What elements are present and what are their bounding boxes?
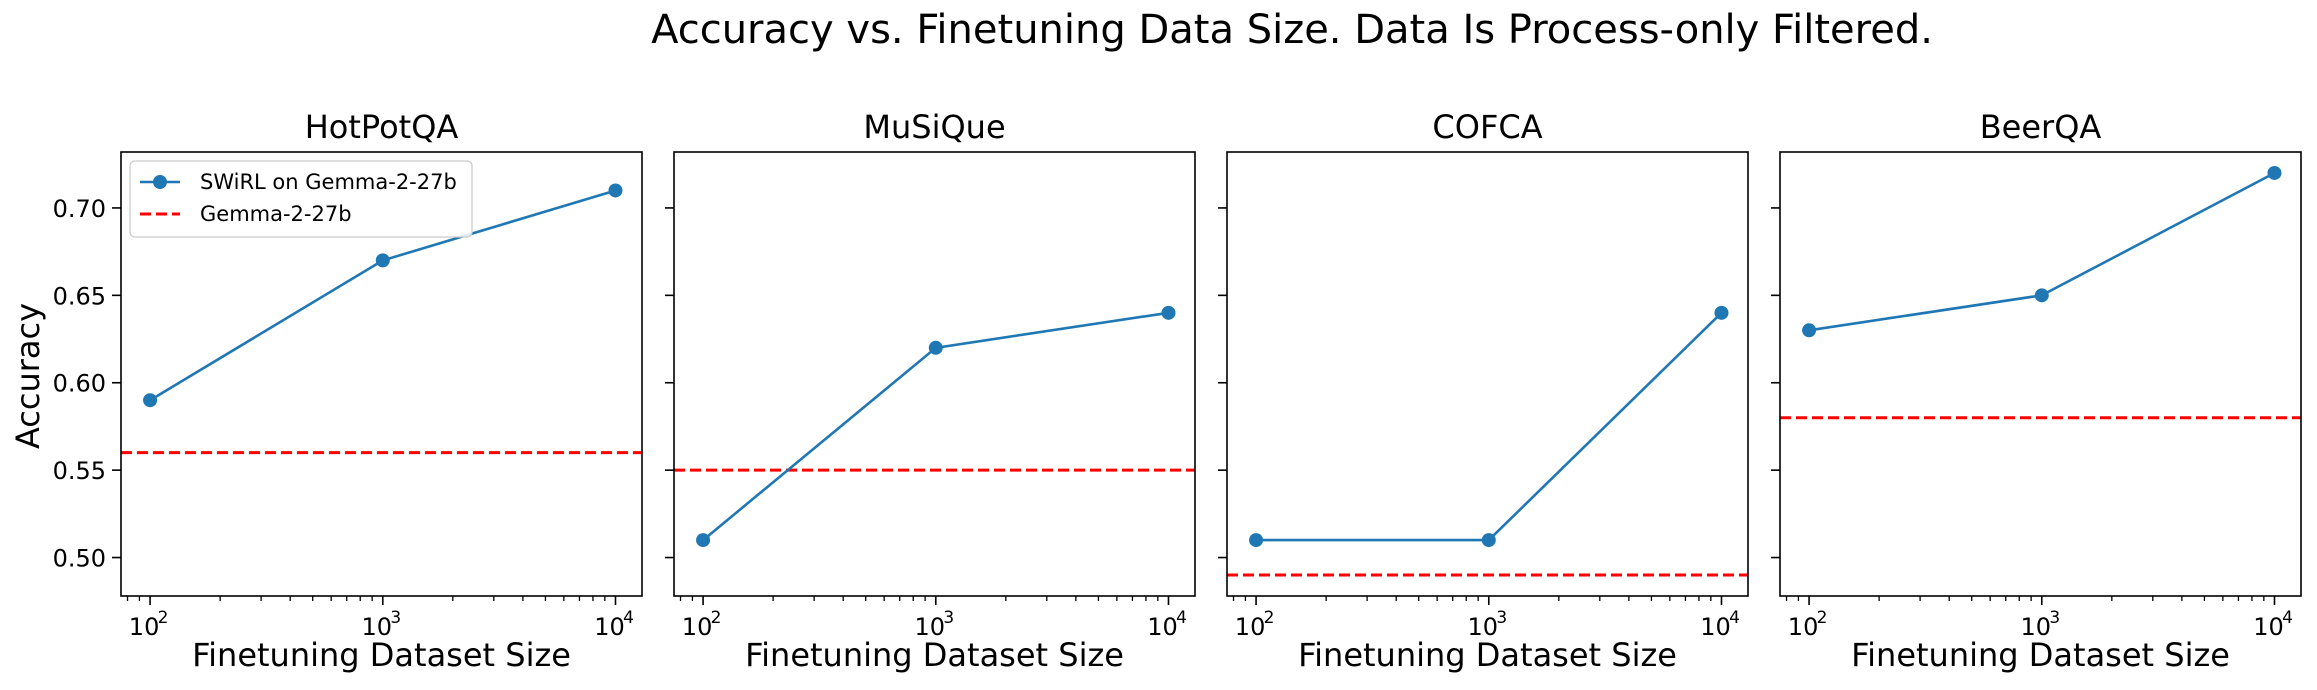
x-tick-label: 10 — [594, 613, 625, 641]
x-tick-label: 10 — [1700, 613, 1731, 641]
y-tick-label: 0.60 — [53, 370, 106, 398]
series-line — [1808, 171, 2276, 332]
x-tick-exponent: 4 — [1729, 608, 1740, 628]
x-axis-label: Finetuning Dataset Size — [1851, 636, 2230, 674]
x-tick-label: 10 — [1147, 613, 1178, 641]
x-tick-exponent: 2 — [1264, 608, 1275, 628]
legend-baseline-label: Gemma-2-27b — [200, 202, 352, 226]
x-tick-exponent: 3 — [943, 608, 954, 628]
x-tick-label: 10 — [915, 613, 946, 641]
y-tick-label: 0.70 — [53, 195, 106, 223]
x-tick-exponent: 3 — [2049, 608, 2060, 628]
panel-title: MuSiQue — [863, 108, 1005, 146]
data-point — [1714, 305, 1729, 320]
y-axis-label: Accuracy — [9, 303, 47, 449]
legend-series-marker — [153, 175, 167, 189]
figure-title: Accuracy vs. Finetuning Data Size. Data … — [651, 7, 1933, 53]
data-point — [2267, 165, 2282, 180]
x-axis-label: Finetuning Dataset Size — [192, 636, 571, 674]
data-point — [1249, 533, 1264, 548]
x-axis-label: Finetuning Dataset Size — [1298, 636, 1677, 674]
data-point — [143, 393, 158, 408]
x-tick-exponent: 4 — [1176, 608, 1187, 628]
data-point — [2034, 288, 2049, 303]
data-point — [696, 533, 711, 548]
x-tick-exponent: 4 — [2282, 608, 2293, 628]
legend-series-label: SWiRL on Gemma-2-27b — [200, 170, 457, 194]
data-point — [928, 340, 943, 355]
data-point — [1481, 533, 1496, 548]
x-tick-label: 10 — [1235, 613, 1266, 641]
data-point — [375, 253, 390, 268]
x-tick-exponent: 2 — [1817, 608, 1828, 628]
x-tick-label: 10 — [682, 613, 713, 641]
plot-frame — [1226, 151, 1749, 597]
x-tick-exponent: 2 — [711, 608, 722, 628]
plot-frame — [120, 151, 643, 597]
legend: SWiRL on Gemma-2-27b Gemma-2-27b — [129, 160, 473, 238]
panel-title: HotPotQA — [305, 108, 459, 146]
x-tick-exponent: 4 — [623, 608, 634, 628]
x-axis-label: Finetuning Dataset Size — [745, 636, 1124, 674]
panel-title: BeerQA — [1980, 108, 2102, 146]
plot-frame — [673, 151, 1196, 597]
data-point — [608, 183, 623, 198]
y-tick-label: 0.65 — [53, 282, 106, 310]
x-tick-label: 10 — [1788, 613, 1819, 641]
x-tick-label: 10 — [129, 613, 160, 641]
x-tick-exponent: 3 — [390, 608, 401, 628]
x-tick-exponent: 2 — [158, 608, 169, 628]
x-tick-label: 10 — [362, 613, 393, 641]
y-tick-label: 0.55 — [53, 457, 106, 485]
plot-frame — [1779, 151, 2302, 597]
x-tick-exponent: 3 — [1496, 608, 1507, 628]
x-tick-label: 10 — [2021, 613, 2052, 641]
x-tick-label: 10 — [1468, 613, 1499, 641]
x-tick-label: 10 — [2253, 613, 2284, 641]
data-point — [1802, 323, 1817, 338]
series-line — [1256, 311, 1723, 542]
legend-box — [129, 160, 473, 238]
y-tick-label: 0.50 — [53, 545, 106, 573]
panel-title: COFCA — [1432, 108, 1542, 146]
data-point — [1161, 305, 1176, 320]
